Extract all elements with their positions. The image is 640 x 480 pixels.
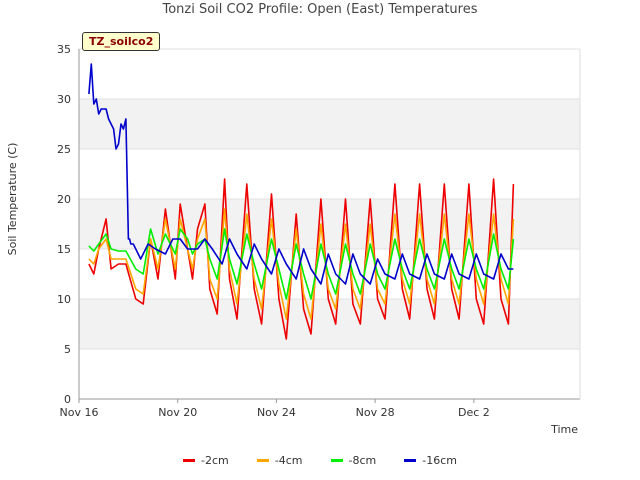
legend-label: -16cm	[422, 454, 457, 467]
y-tick-label: 5	[64, 343, 71, 356]
legend-item: -8cm	[330, 454, 377, 467]
x-axis-label: Time	[550, 423, 578, 436]
plot-band	[79, 99, 580, 149]
y-tick-label: 10	[57, 293, 71, 306]
legend-item: -2cm	[183, 454, 229, 467]
chart-badge: TZ_soilco2	[82, 32, 161, 51]
series-line-8cm	[88, 228, 515, 300]
legend-item: -16cm	[404, 454, 457, 467]
y-tick-label: 30	[57, 93, 71, 106]
y-tick-label: 25	[57, 143, 71, 156]
x-tick-label: Nov 20	[158, 406, 197, 419]
legend-label: -2cm	[201, 454, 229, 467]
legend-label: -8cm	[348, 454, 377, 467]
legend-item: -4cm	[256, 454, 303, 467]
legend-swatch	[404, 459, 417, 462]
legend-swatch	[183, 459, 196, 462]
legend-swatch	[256, 459, 269, 462]
x-tick-label: Dec 2	[458, 406, 490, 419]
y-tick-label: 0	[64, 393, 71, 406]
y-tick-label: 35	[57, 43, 71, 56]
legend-label: -4cm	[274, 454, 303, 467]
x-tick-label: Nov 16	[60, 406, 99, 419]
plot-band	[79, 299, 580, 349]
series-line-4cm	[88, 208, 515, 320]
chart-title: Tonzi Soil CO2 Profile: Open (East) Temp…	[162, 2, 478, 17]
y-tick-label: 15	[57, 243, 71, 256]
legend: -2cm -4cm -8cm -16cm	[0, 454, 640, 467]
y-tick-label: 20	[57, 193, 71, 206]
legend-swatch	[330, 459, 343, 462]
x-tick-label: Nov 28	[356, 406, 395, 419]
y-axis-label: Soil Temperature (C)	[6, 143, 19, 256]
x-tick-label: Nov 24	[257, 406, 296, 419]
series-line-16cm	[88, 63, 514, 285]
